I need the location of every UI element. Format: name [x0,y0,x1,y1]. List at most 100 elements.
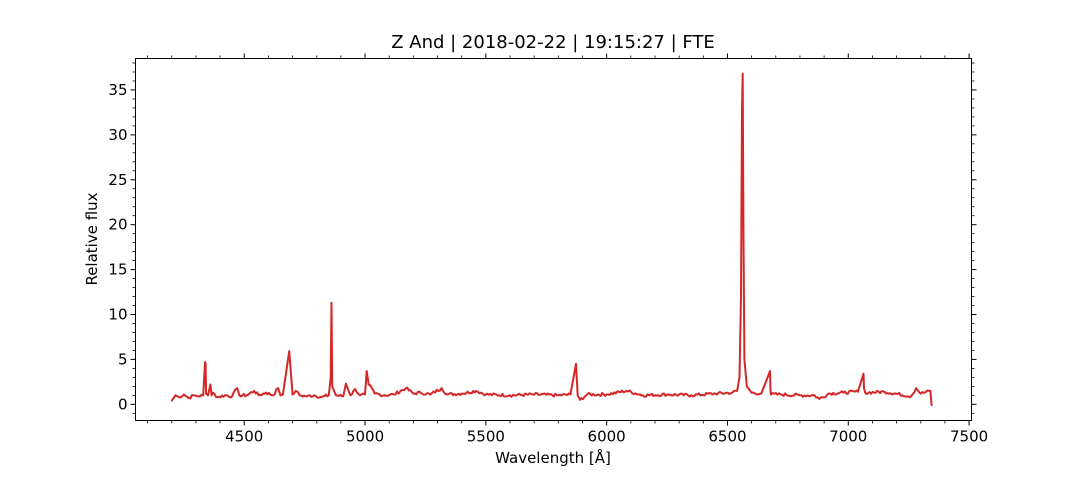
spectrum-point [306,395,308,398]
spectrum-point [915,387,918,390]
spectrum-point [279,394,282,397]
spectrum-point [929,389,932,392]
spectrum-point [575,376,578,379]
spectrum-point [813,394,816,397]
spectrum-point [211,391,214,394]
spectrum-point [197,395,200,398]
spectrum-point [743,358,746,361]
spectrum-point [883,390,886,393]
spectrum-point [745,385,748,388]
spectrum-point [690,394,693,397]
x-tick-label: 6000 [588,428,626,446]
spectrum-point [910,395,912,398]
spectrum-point [383,394,386,397]
spectrum-point [231,395,234,398]
spectrum-point [359,394,362,397]
spectrum-point [367,383,370,386]
spectrum-point [354,388,357,390]
spectrum-point [202,394,205,397]
x-tick-label: 5500 [467,428,505,446]
chart-title: Z And | 2018-02-22 | 19:15:27 | FTE [391,32,715,53]
spectrum-point [216,396,219,399]
spectrum-point [930,404,933,407]
spectrum-point [605,393,608,396]
x-tick-label: 7000 [829,428,867,446]
spectrum-point [828,392,830,395]
spectrum-point [799,394,801,397]
spectrum-point [257,394,260,397]
spectrum-point [207,394,209,397]
y-tick-label: 25 [108,171,127,189]
spectrum-point [209,383,212,386]
spectrum-point [770,393,772,396]
x-tick-label: 4500 [225,428,263,446]
spectrum-point [864,391,867,394]
x-tick-label: 6500 [708,428,746,446]
spectrum-point [484,393,487,396]
spectrum-point [204,363,207,365]
plot-frame [135,58,972,421]
y-tick-label: 20 [108,216,127,234]
spectrum-point [182,393,185,396]
spectrum-point [329,376,332,379]
spectrum-point [205,392,207,395]
spectrum-point [253,389,256,392]
spectrum-point [738,376,741,379]
spectrum-point [741,107,743,109]
spectrum-point [625,389,628,392]
spectrum-point [210,394,213,397]
spectrum-point [236,387,239,390]
spectrum-point [393,393,395,396]
spectrum-point [192,394,195,397]
spectrum-point [331,385,334,388]
spectrum-point [281,393,284,396]
spectrum-point [223,394,226,397]
spectrum-point [446,393,449,396]
spectrum-point [769,370,771,372]
spectrum-point [170,399,173,402]
spectrum-point [313,394,316,397]
spectrum-point [862,372,865,375]
spectrum-point [330,301,333,304]
x-tick-label: 7500 [950,428,988,446]
spectrum-point [272,394,275,397]
spectrum-point [174,394,177,397]
spectrum-point [187,397,190,399]
x-tick-label: 5000 [346,428,384,446]
spectrum-point [365,370,368,372]
plot-area [170,72,933,407]
spectrum-point [419,391,422,394]
spectrum-point [576,394,579,397]
y-tick-label: 10 [108,306,127,324]
spectrum-point [863,387,865,390]
spectrum-point [245,394,248,397]
spectrum-point [509,394,511,397]
spectrum-line [170,72,933,406]
spectrum-point [277,387,279,390]
spectrum-point [204,361,206,364]
y-tick-label: 0 [118,395,128,413]
spectrum-point [335,394,337,397]
x-axis-label: Wavelength [Å] [495,448,611,467]
spectrum-point [320,396,323,399]
spectrum-point [740,295,742,298]
y-axis-label: Relative flux [83,192,101,285]
spectrum-point [769,389,772,392]
spectrum-point [364,393,366,396]
spectrum-point [440,387,443,390]
spectrum-point [238,394,241,397]
spectrum-point [345,382,347,385]
spectrum-point [818,398,821,400]
spectrum-point [412,392,415,395]
y-tick-label: 5 [118,350,128,368]
spectrum-point [731,391,734,394]
spectrum-point [298,394,301,397]
spectrum-point [349,394,352,397]
spectrum-point [760,392,763,395]
spectrum-point [666,393,668,396]
spectrum-point [842,391,845,394]
spectrum-point [750,391,753,394]
spectrum-point [779,393,782,396]
y-tick-label: 15 [108,261,127,279]
